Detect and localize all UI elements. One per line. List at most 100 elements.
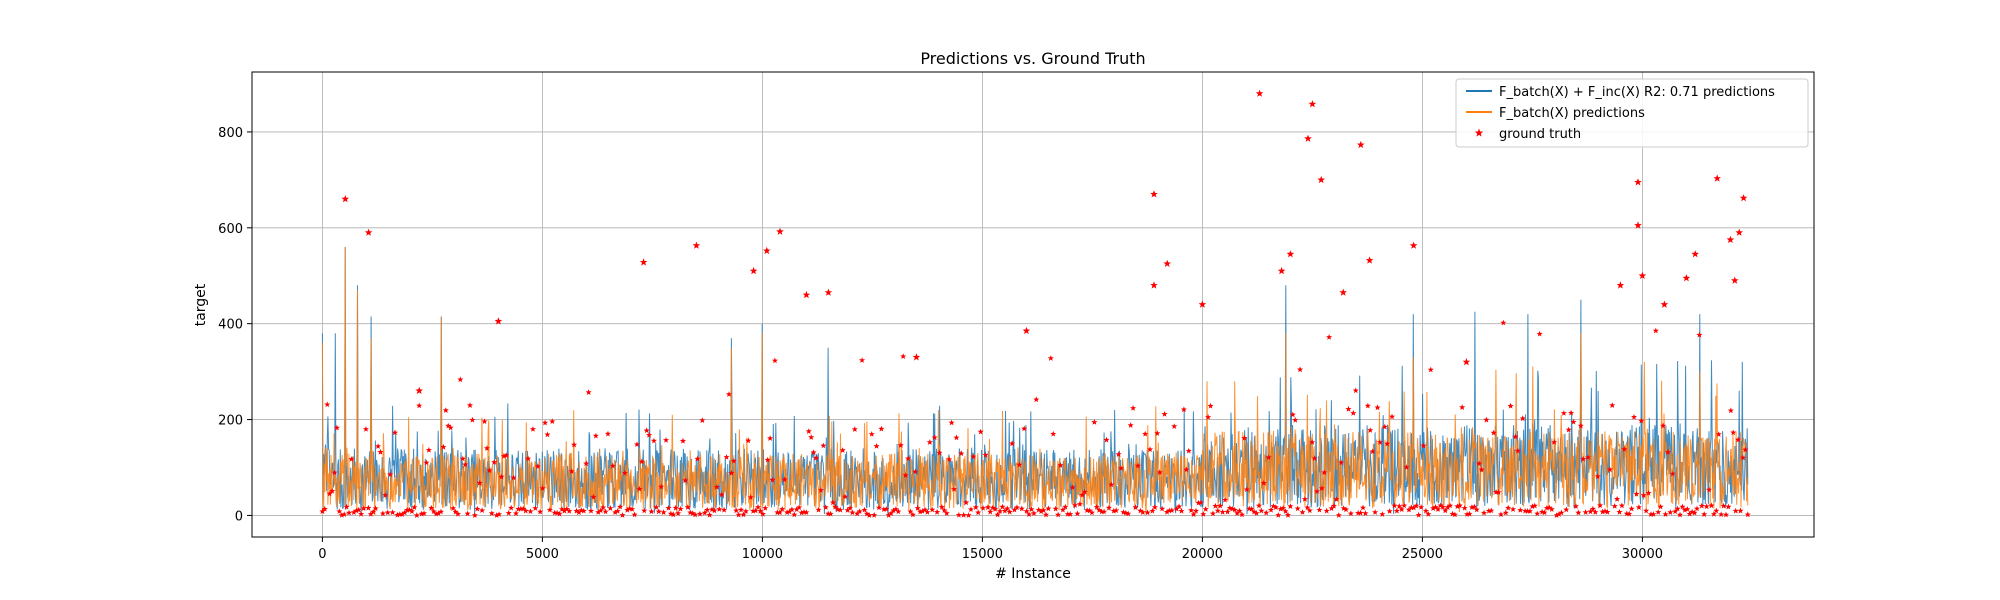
ground-truth-point bbox=[1076, 500, 1083, 507]
ground-truth-point bbox=[467, 402, 474, 408]
ground-truth-point bbox=[575, 509, 582, 516]
ground-truth-outlier bbox=[1731, 276, 1739, 284]
ground-truth-point bbox=[1316, 506, 1323, 513]
series-path-batch bbox=[321, 246, 1749, 516]
ground-truth-point bbox=[529, 426, 536, 432]
ground-truth-point bbox=[1660, 422, 1667, 429]
ground-truth-point bbox=[580, 507, 587, 514]
ground-truth-point bbox=[592, 432, 599, 439]
ground-truth-point bbox=[1287, 503, 1294, 509]
ground-truth-point bbox=[1113, 507, 1120, 514]
ground-truth-point bbox=[1551, 439, 1558, 445]
ground-truth-point bbox=[1347, 510, 1354, 517]
ground-truth-point bbox=[660, 509, 667, 515]
ground-truth-point bbox=[617, 503, 624, 510]
ground-truth-point bbox=[1418, 504, 1425, 510]
ground-truth-point bbox=[515, 505, 522, 512]
series-line-batch bbox=[321, 246, 1749, 516]
ground-truth-point bbox=[1435, 506, 1442, 512]
ground-truth-point bbox=[1439, 504, 1446, 510]
ground-truth-point bbox=[832, 503, 839, 510]
ground-truth-point bbox=[684, 504, 691, 510]
ground-truth-point bbox=[1681, 506, 1688, 513]
ground-truth-point bbox=[757, 508, 764, 514]
ground-truth-point bbox=[1079, 491, 1086, 498]
ground-truth-point bbox=[948, 419, 955, 426]
ground-truth-point bbox=[1517, 507, 1524, 513]
ground-truth-point bbox=[868, 431, 875, 437]
ground-truth-point bbox=[1042, 511, 1049, 518]
ground-truth-point bbox=[1427, 366, 1434, 373]
ground-truth-point bbox=[1652, 327, 1659, 334]
ground-truth-point bbox=[1495, 489, 1502, 495]
ground-truth-point bbox=[1708, 502, 1715, 509]
ground-truth-point bbox=[638, 458, 645, 465]
ground-truth-point bbox=[721, 506, 728, 513]
ground-truth-point bbox=[1703, 503, 1710, 510]
ground-truth-point bbox=[909, 511, 916, 518]
ground-truth-point bbox=[1732, 507, 1739, 514]
ground-truth-point bbox=[767, 435, 774, 441]
ground-truth-point bbox=[926, 439, 933, 445]
ground-truth-point bbox=[500, 452, 507, 459]
ground-truth-point bbox=[1217, 502, 1224, 509]
ground-truth-point bbox=[447, 424, 454, 431]
ground-truth-point bbox=[481, 418, 488, 425]
ground-truth-point bbox=[774, 509, 781, 516]
ground-truth-point bbox=[977, 428, 984, 435]
ground-truth-point bbox=[1101, 508, 1108, 515]
ground-truth-point bbox=[1139, 509, 1146, 515]
ground-truth-point bbox=[1461, 504, 1468, 511]
ground-truth-point bbox=[755, 504, 761, 510]
ground-truth-point bbox=[1415, 511, 1422, 518]
x-tick-label: 10000 bbox=[742, 547, 783, 562]
ground-truth-point bbox=[1067, 511, 1074, 517]
ground-truth-point bbox=[621, 469, 628, 476]
ground-truth-point bbox=[1052, 505, 1059, 512]
ground-truth-point bbox=[1343, 506, 1350, 513]
ground-truth-point bbox=[532, 505, 539, 511]
ground-truth-point bbox=[750, 507, 757, 514]
ground-truth-point bbox=[716, 506, 723, 512]
ground-truth-point bbox=[542, 419, 549, 426]
ground-truth-point bbox=[331, 469, 338, 476]
ground-truth-point bbox=[1391, 502, 1398, 509]
ground-truth-point bbox=[742, 508, 749, 514]
ground-truth-point bbox=[1193, 507, 1200, 514]
ground-truth-point bbox=[1466, 510, 1473, 517]
ground-truth-point bbox=[1643, 507, 1650, 514]
ground-truth-point bbox=[1059, 506, 1066, 513]
ground-truth-outlier bbox=[1660, 300, 1669, 308]
ground-truth-point bbox=[1621, 446, 1628, 452]
ground-truth-point bbox=[1297, 366, 1304, 373]
ground-truth-point bbox=[612, 509, 619, 515]
ground-truth-point bbox=[319, 508, 326, 515]
ground-truth-point bbox=[1742, 446, 1749, 453]
ground-truth-point bbox=[539, 485, 546, 491]
ground-truth-point bbox=[677, 505, 684, 512]
ground-truth-point bbox=[1497, 511, 1504, 518]
ground-truth-point bbox=[1154, 430, 1161, 436]
ground-truth-point bbox=[609, 462, 616, 469]
ground-truth-point bbox=[382, 492, 389, 498]
ground-truth-outlier bbox=[776, 227, 784, 235]
axis-ticks: 0 5000 10000 15000 20000 25000 30000 0 200 400 600… bbox=[218, 126, 1663, 562]
ground-truth-point bbox=[520, 505, 527, 512]
ground-truth-point bbox=[457, 376, 464, 383]
ground-truth-point bbox=[355, 506, 362, 513]
ground-truth-outlier bbox=[1150, 190, 1158, 198]
ground-truth-point bbox=[1151, 504, 1158, 510]
ground-truth-point bbox=[917, 508, 924, 515]
ground-truth-point bbox=[1447, 502, 1454, 509]
ground-truth-point bbox=[813, 454, 820, 461]
ground-truth-point bbox=[1277, 505, 1284, 512]
ground-truth-point bbox=[1318, 485, 1325, 491]
ground-truth-point bbox=[740, 511, 747, 518]
ground-truth-point bbox=[1268, 506, 1275, 513]
ground-truth-point bbox=[1420, 442, 1427, 449]
ground-truth-point bbox=[1589, 505, 1596, 512]
ground-truth-point bbox=[1364, 402, 1371, 409]
ground-truth-point bbox=[658, 483, 665, 490]
ground-truth-point bbox=[1512, 433, 1519, 440]
